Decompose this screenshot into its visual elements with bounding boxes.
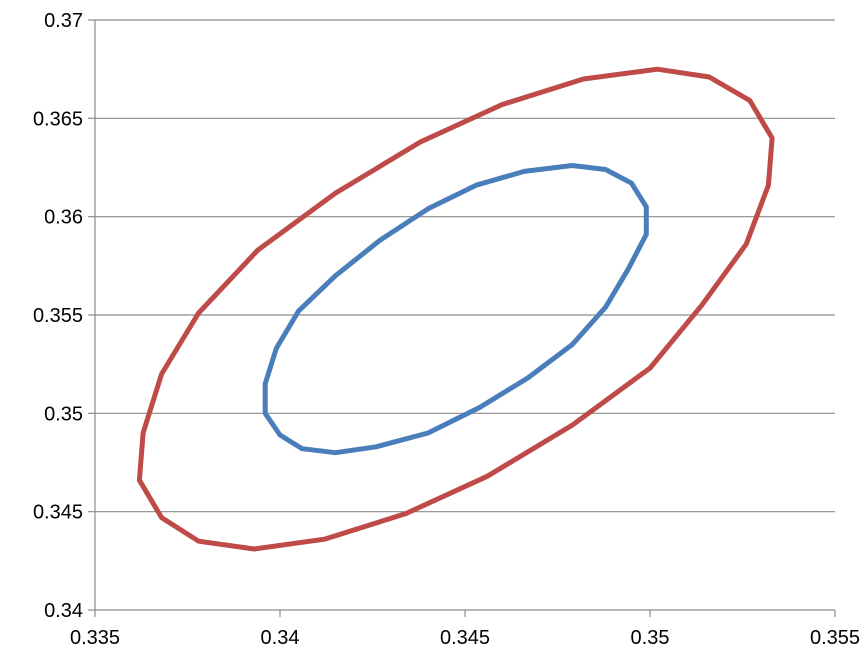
tick-labels: 0.34 0.345 0.35 0.355 0.36 0.365 0.37 0.335 0.34… — [33, 10, 860, 649]
y-tick-label: 0.345 — [33, 502, 83, 524]
y-tick-label: 0.35 — [44, 403, 83, 425]
y-tick-label: 0.365 — [33, 108, 83, 130]
gridlines — [95, 19, 835, 513]
x-tick-label: 0.35 — [631, 627, 670, 649]
x-tick-label: 0.335 — [70, 627, 120, 649]
x-tick-label: 0.355 — [810, 627, 860, 649]
outer-contour-line — [136, 66, 775, 552]
inner-contour-line — [262, 163, 649, 456]
axes — [88, 19, 836, 617]
x-tick-label: 0.345 — [440, 627, 490, 649]
y-tick-label: 0.34 — [44, 600, 83, 622]
y-tick-label: 0.37 — [44, 10, 83, 32]
y-tick-label: 0.355 — [33, 305, 83, 327]
x-tick-label: 0.34 — [261, 627, 300, 649]
y-tick-label: 0.36 — [44, 207, 83, 229]
series-group — [136, 66, 775, 552]
